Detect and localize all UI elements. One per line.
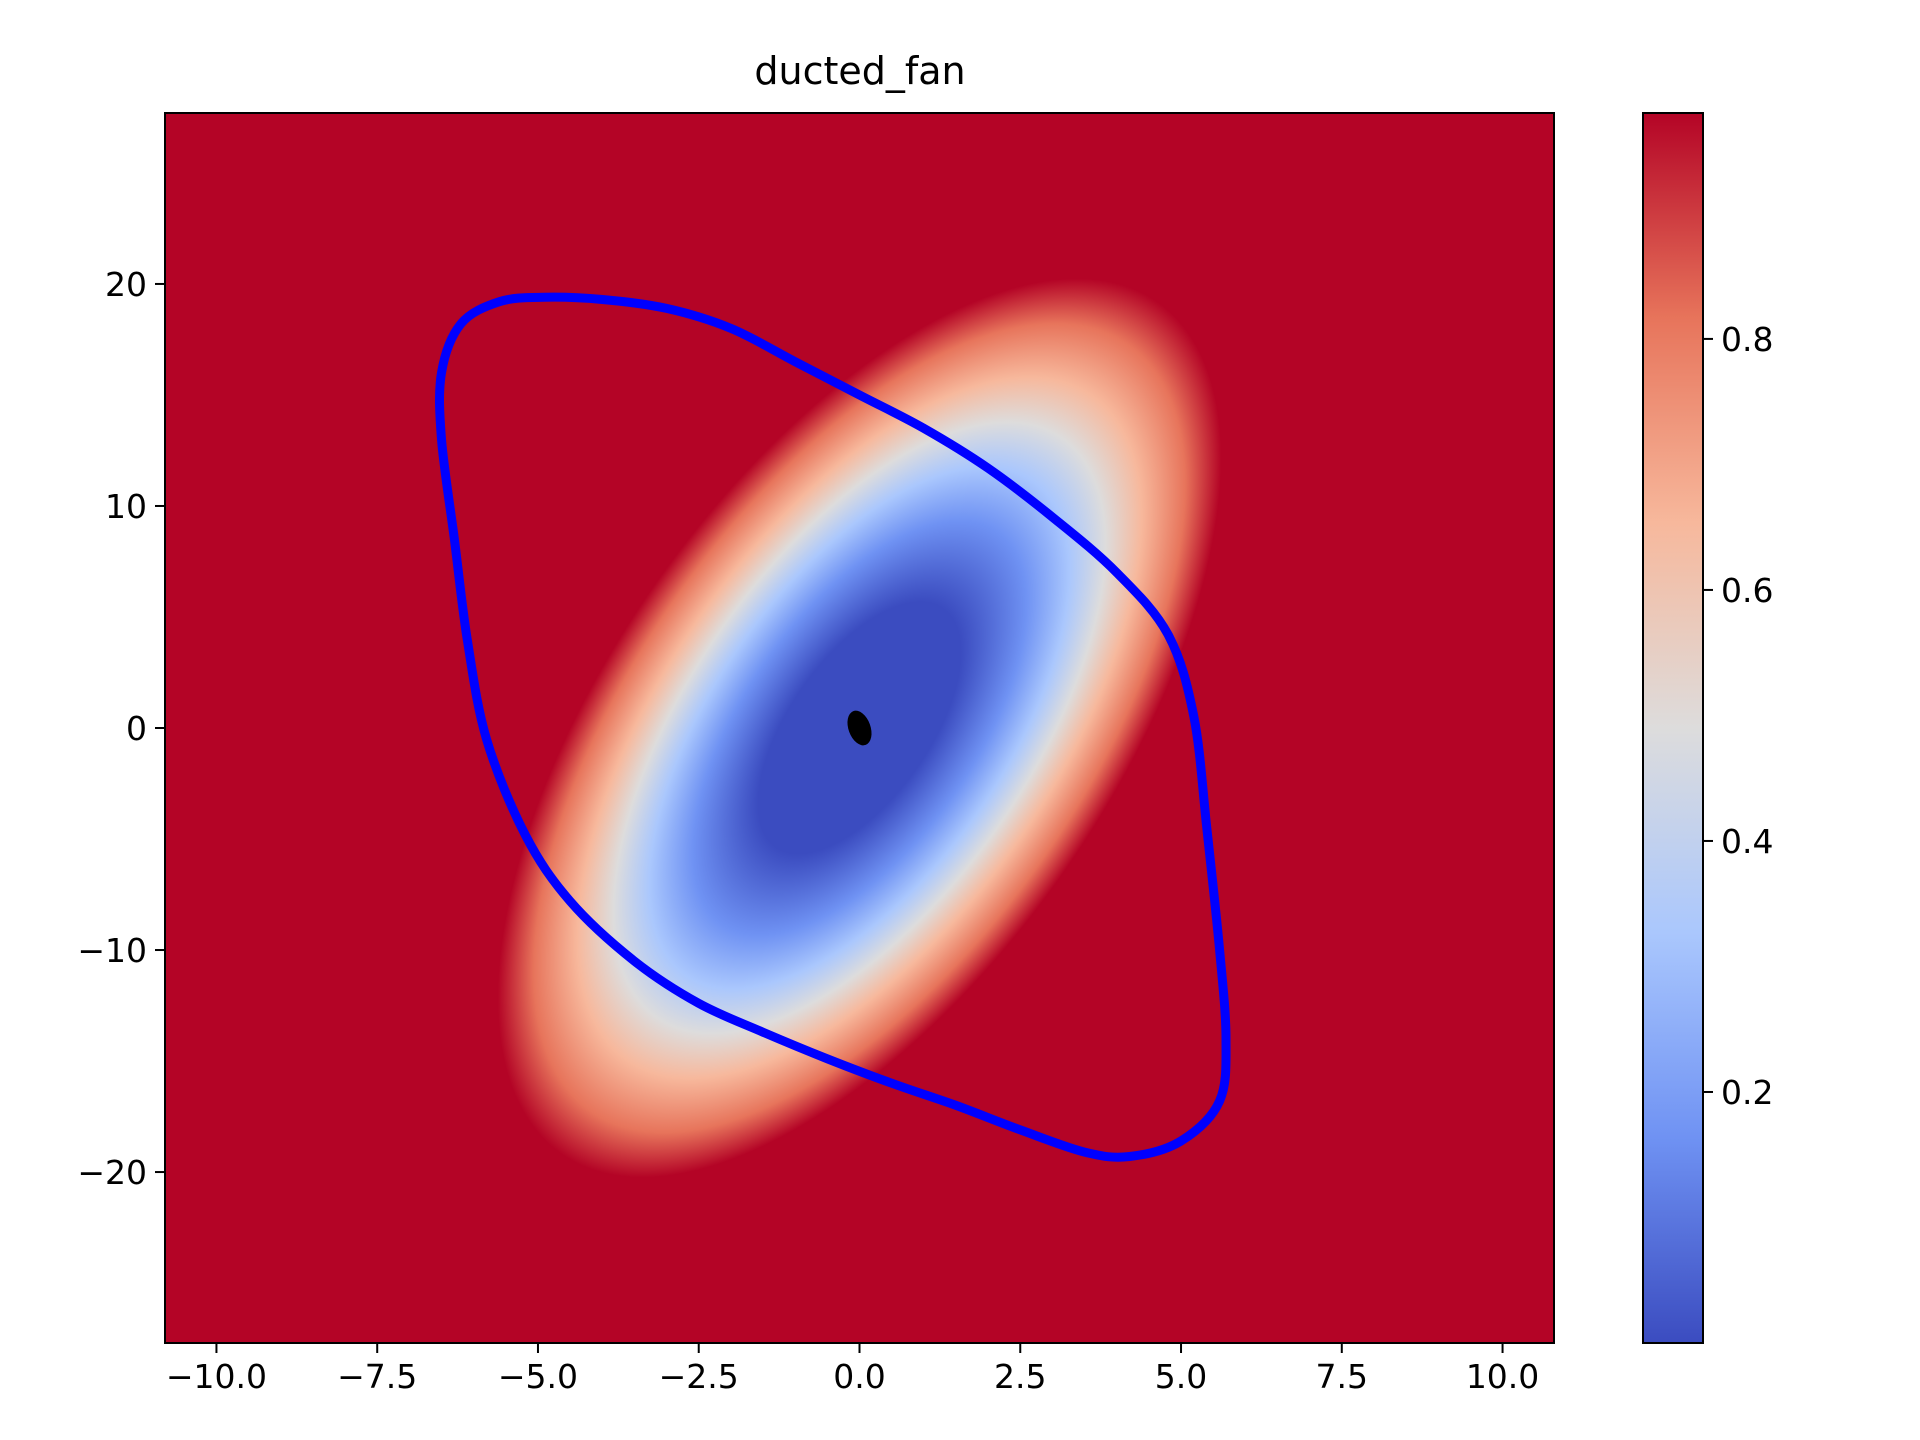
y-tick-label: 0	[126, 709, 147, 748]
x-tick-label: −7.5	[337, 1357, 417, 1396]
x-tick-label: −5.0	[498, 1357, 578, 1396]
x-tick-label: −2.5	[659, 1357, 739, 1396]
contour-line	[434, 292, 1231, 1162]
x-tick-label: 10.0	[1466, 1357, 1539, 1396]
x-tick-label: −10.0	[166, 1357, 267, 1396]
colorbar-tick-label: 0.2	[1721, 1073, 1773, 1112]
chart-title: ducted_fan	[754, 49, 965, 93]
y-tick-label: −10	[77, 931, 147, 970]
y-tick-label: −20	[77, 1153, 147, 1192]
colorbar-tick-label: 0.8	[1721, 320, 1773, 359]
center-marker	[847, 710, 872, 746]
x-tick-label: 5.0	[1155, 1357, 1207, 1396]
colorbar-gradient	[1642, 112, 1704, 1344]
x-axis: −10.0 −7.5 −5.0 −2.5 0.0 2.5 5.0 7.5 10.0	[166, 1343, 1539, 1396]
colorbar-tick-label: 0.6	[1721, 571, 1773, 610]
x-tick-label: 7.5	[1316, 1357, 1368, 1396]
y-tick-label: 20	[105, 265, 147, 304]
colorbar-axis: 0.2 0.4 0.6 0.8	[1703, 320, 1773, 1112]
x-tick-label: 2.5	[994, 1357, 1046, 1396]
y-tick-label: 10	[105, 487, 147, 526]
colorbar-tick-label: 0.4	[1721, 822, 1773, 861]
x-tick-label: 0.0	[833, 1357, 885, 1396]
colorbar: 0.2 0.4 0.6 0.8	[1642, 112, 1773, 1344]
y-axis: 20 10 0 −10 −20	[77, 265, 165, 1192]
plot-area	[165, 113, 1554, 1343]
